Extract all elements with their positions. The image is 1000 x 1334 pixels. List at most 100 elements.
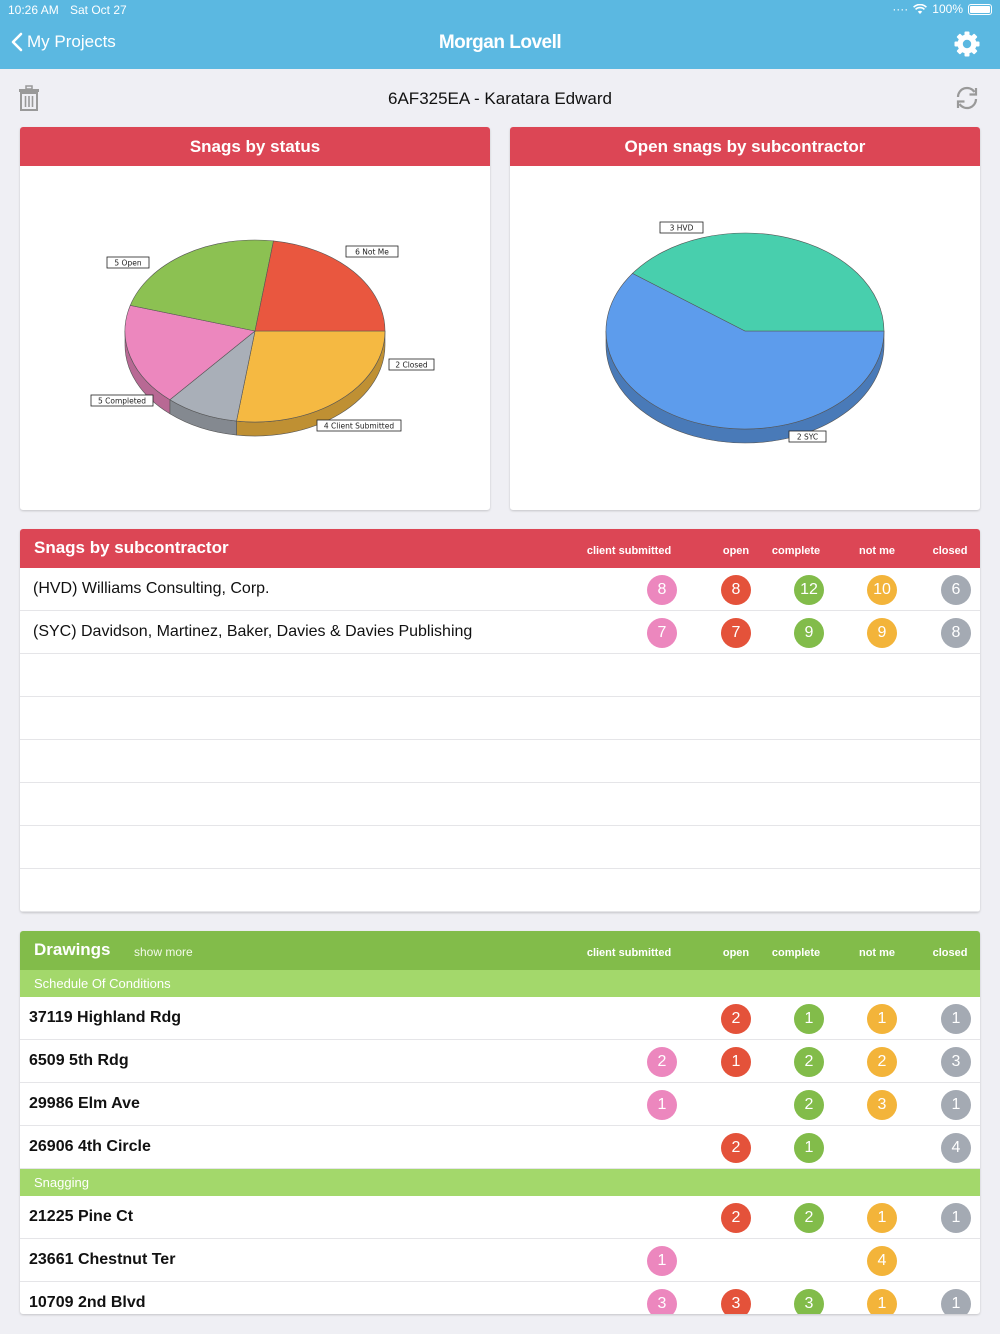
- status-right: ···· 100%: [892, 2, 992, 16]
- open-count-badge: 2: [721, 1004, 751, 1034]
- open-count-badge: 7: [721, 618, 751, 648]
- status-bar: 10:26 AM Sat Oct 27 ···· 100%: [0, 0, 1000, 20]
- drawings-title: Drawings: [34, 940, 111, 959]
- complete-count-badge: 12: [794, 575, 824, 605]
- drawings-table-header: Drawings show more client submitted open…: [20, 931, 980, 970]
- complete-count-badge: 2: [794, 1047, 824, 1077]
- svg-text:5 Open: 5 Open: [114, 258, 141, 267]
- gear-icon[interactable]: [953, 30, 981, 58]
- table-row[interactable]: 29986 Elm Ave 1 2 3 1: [20, 1083, 980, 1126]
- pie-label-3-hvd: 3 HVD: [659, 221, 704, 234]
- table-row[interactable]: 37119 Highland Rdg 2 1 1 1: [20, 997, 980, 1040]
- pie-label-5-completed: 5 Completed: [90, 394, 154, 407]
- subcontractor-table: Snags by subcontractor client submitted …: [20, 529, 980, 912]
- chevron-left-icon: [11, 32, 23, 52]
- pie-label-5-open: 5 Open: [106, 256, 150, 269]
- row-name: 23661 Chestnut Ter: [29, 1251, 176, 1268]
- svg-text:3 HVD: 3 HVD: [670, 223, 694, 232]
- open-count-badge: 8: [721, 575, 751, 605]
- complete-count-badge: 3: [794, 1289, 824, 1314]
- complete-count-badge: 2: [794, 1203, 824, 1233]
- client-submitted-count-badge: 3: [647, 1289, 677, 1314]
- drawings-rows: Schedule Of Conditions 37119 Highland Rdg…: [20, 970, 980, 1314]
- col-closed: closed: [932, 545, 968, 557]
- not-me-count-badge: 10: [867, 575, 897, 605]
- empty-row: [20, 697, 980, 740]
- row-name: 10709 2nd Blvd: [29, 1294, 146, 1311]
- table-row[interactable]: 23661 Chestnut Ter 1 4: [20, 1239, 980, 1282]
- battery-icon: [968, 3, 992, 15]
- not-me-count-badge: 3: [867, 1090, 897, 1120]
- table-row[interactable]: 21225 Pine Ct 2 2 1 1: [20, 1196, 980, 1239]
- empty-row: [20, 826, 980, 869]
- client-submitted-count-badge: 8: [647, 575, 677, 605]
- row-name: 37119 Highland Rdg: [29, 1009, 182, 1026]
- back-button[interactable]: My Projects: [10, 32, 116, 52]
- pie-label-6-not-me: 6 Not Me: [345, 245, 399, 258]
- col-complete: complete: [771, 947, 821, 959]
- pie-slice-client-submitted: [124, 305, 256, 401]
- empty-row: [20, 740, 980, 783]
- not-me-count-badge: 1: [867, 1289, 897, 1314]
- subcontractor-chart-card: Open snags by subcontractor 3 HVD 2 SYC: [510, 127, 980, 510]
- show-more-link[interactable]: show more: [134, 945, 193, 959]
- row-name: (HVD) Williams Consulting, Corp.: [33, 580, 270, 597]
- open-count-badge: 2: [721, 1133, 751, 1163]
- status-chart-title: Snags by status: [20, 127, 490, 166]
- signal-dots-icon: ····: [892, 2, 909, 16]
- not-me-count-badge: 2: [867, 1047, 897, 1077]
- empty-row: [20, 783, 980, 826]
- table-row[interactable]: 6509 5th Rdg 2 1 2 2 3: [20, 1040, 980, 1083]
- table-row[interactable]: (HVD) Williams Consulting, Corp. 8 8 12 10 6: [20, 568, 980, 611]
- svg-text:6 Not Me: 6 Not Me: [355, 247, 389, 256]
- closed-count-badge: 1: [941, 1203, 971, 1233]
- section-header: Snagging: [20, 1169, 980, 1196]
- row-name: 26906 4th Circle: [29, 1138, 151, 1155]
- client-submitted-count-badge: 1: [647, 1246, 677, 1276]
- closed-count-badge: 1: [941, 1004, 971, 1034]
- closed-count-badge: 6: [941, 575, 971, 605]
- status-pie-chart: 6 Not Me 2 Closed 4 Client Submitted 5 Comp…: [90, 239, 435, 437]
- col-not-me: not me: [858, 947, 896, 959]
- col-complete: complete: [771, 545, 821, 557]
- open-count-badge: 3: [721, 1289, 751, 1314]
- col-open: open: [722, 947, 750, 959]
- pie-slice-completed: [129, 239, 274, 332]
- status-chart-card: Snags by status 6 Not Me 2 Closed 4 Client…: [20, 127, 490, 510]
- nav-bar: My Projects Morgan Lovell: [0, 20, 1000, 69]
- back-label: My Projects: [27, 32, 116, 51]
- complete-count-badge: 1: [794, 1004, 824, 1034]
- sync-icon[interactable]: [954, 85, 980, 111]
- pie-label-2-syc: 2 SYC: [788, 430, 827, 443]
- not-me-count-badge: 1: [867, 1004, 897, 1034]
- pie-slice-open: [254, 240, 386, 332]
- project-toolbar: 6AF325EA - Karatara Edward: [0, 69, 1000, 125]
- not-me-count-badge: 4: [867, 1246, 897, 1276]
- subcontractor-pie-chart: 3 HVD 2 SYC: [605, 221, 885, 444]
- not-me-count-badge: 9: [867, 618, 897, 648]
- open-count-badge: 2: [721, 1203, 751, 1233]
- complete-count-badge: 2: [794, 1090, 824, 1120]
- closed-count-badge: 8: [941, 618, 971, 648]
- trash-icon[interactable]: [18, 85, 40, 111]
- svg-text:2 Closed: 2 Closed: [395, 360, 428, 369]
- closed-count-badge: 1: [941, 1289, 971, 1314]
- table-row[interactable]: 10709 2nd Blvd 3 3 3 1 1: [20, 1282, 980, 1314]
- row-name: 21225 Pine Ct: [29, 1208, 134, 1225]
- closed-count-badge: 4: [941, 1133, 971, 1163]
- closed-count-badge: 3: [941, 1047, 971, 1077]
- subcontractor-rows: (HVD) Williams Consulting, Corp. 8 8 12 10 6(…: [20, 568, 980, 912]
- client-submitted-count-badge: 7: [647, 618, 677, 648]
- svg-text:5 Completed: 5 Completed: [98, 396, 146, 405]
- status-date: Sat Oct 27: [70, 3, 127, 17]
- pie-label-2-closed: 2 Closed: [388, 358, 435, 371]
- complete-count-badge: 1: [794, 1133, 824, 1163]
- svg-text:2 SYC: 2 SYC: [797, 432, 818, 441]
- pie-slice-syc: [632, 232, 885, 332]
- row-name: (SYC) Davidson, Martinez, Baker, Davies …: [33, 623, 473, 640]
- not-me-count-badge: 1: [867, 1203, 897, 1233]
- subcontractor-table-header: Snags by subcontractor client submitted …: [20, 529, 980, 568]
- table-row[interactable]: (SYC) Davidson, Martinez, Baker, Davies …: [20, 611, 980, 654]
- status-time: 10:26 AM: [8, 3, 59, 17]
- table-row[interactable]: 26906 4th Circle 2 1 4: [20, 1126, 980, 1169]
